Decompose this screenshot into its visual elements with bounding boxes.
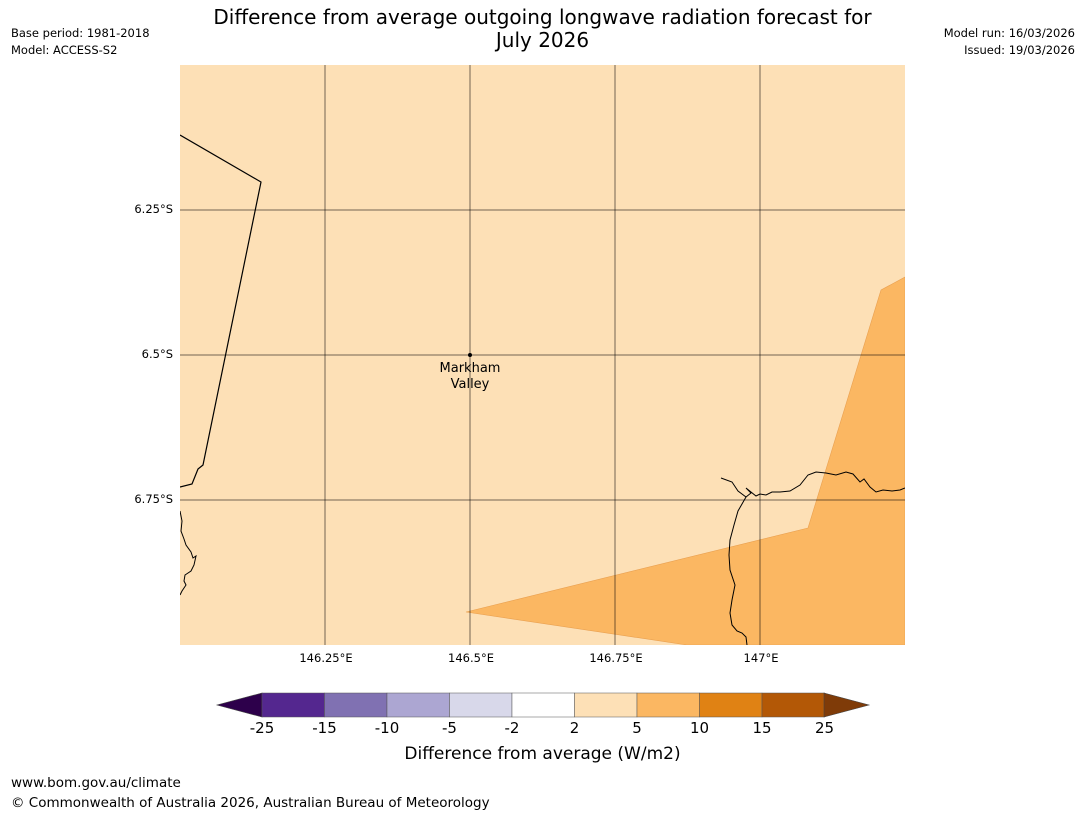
- lon-tick-label: 146.5°E: [448, 651, 494, 665]
- colorbar-segment: [699, 692, 763, 718]
- colorbar-segment: [386, 692, 450, 718]
- map-title-line1: Difference from average outgoing longwav…: [213, 5, 872, 29]
- colorbar-tick-label: -5: [442, 719, 457, 737]
- forecast-map: Markham Valley: [180, 65, 905, 645]
- map-title: Difference from average outgoing longwav…: [0, 6, 1085, 52]
- anomaly-region-5-to-10: [465, 276, 905, 645]
- place-label-line2: Valley: [451, 377, 490, 392]
- colorbar-segment: [449, 692, 513, 718]
- colorbar-segment: [261, 692, 325, 718]
- colorbar-segment: [761, 692, 825, 718]
- lon-tick-label: 147°E: [743, 651, 779, 665]
- colorbar-segments: [261, 692, 825, 718]
- lon-tick-label: 146.75°E: [589, 651, 643, 665]
- colorbar-tick-label: 25: [814, 719, 835, 737]
- colorbar-segment: [511, 692, 575, 718]
- model-name-text: Model: ACCESS-S2: [11, 43, 118, 57]
- colorbar-tick-label: -2: [504, 719, 520, 737]
- colorbar-tick-label: -15: [312, 719, 337, 737]
- lat-tick-label: 6.5°S: [141, 347, 173, 361]
- colorbar-tick-label: 5: [632, 719, 642, 737]
- river-upper: [720, 471, 905, 498]
- place-label-line1: Markham: [440, 361, 501, 376]
- lat-tick-label: 6.75°S: [134, 492, 173, 506]
- colorbar-tick-label: -25: [249, 719, 275, 737]
- colorbar-segment: [324, 692, 388, 718]
- footer-copyright: © Commonwealth of Australia 2026, Austra…: [11, 795, 490, 811]
- colorbar-tick-label: 2: [569, 719, 580, 737]
- colorbar-segment: [636, 692, 700, 718]
- lon-tick-label: 146.25°E: [299, 651, 353, 665]
- base-period-text: Base period: 1981-2018: [11, 26, 150, 40]
- colorbar-tick-label: -10: [374, 719, 400, 737]
- river-lower: [728, 496, 748, 645]
- colorbar-segment: [574, 692, 638, 718]
- colorbar-tick-label: 15: [752, 719, 772, 737]
- coastline-west: [180, 510, 197, 596]
- model-run-text: Model run: 16/03/2026: [943, 26, 1075, 40]
- border-line: [180, 134, 262, 488]
- lat-tick-label: 6.25°S: [134, 202, 173, 216]
- map-title-line2: July 2026: [495, 28, 590, 52]
- colorbar: [215, 692, 871, 718]
- colorbar-extend-low: [215, 692, 263, 718]
- colorbar-extend-high: [823, 692, 871, 718]
- issued-date-text: Issued: 19/03/2026: [964, 43, 1075, 57]
- colorbar-label: Difference from average (W/m2): [404, 744, 681, 764]
- footer-url: www.bom.gov.au/climate: [11, 775, 181, 791]
- place-marker: [468, 353, 472, 357]
- colorbar-tick-label: 10: [689, 719, 710, 737]
